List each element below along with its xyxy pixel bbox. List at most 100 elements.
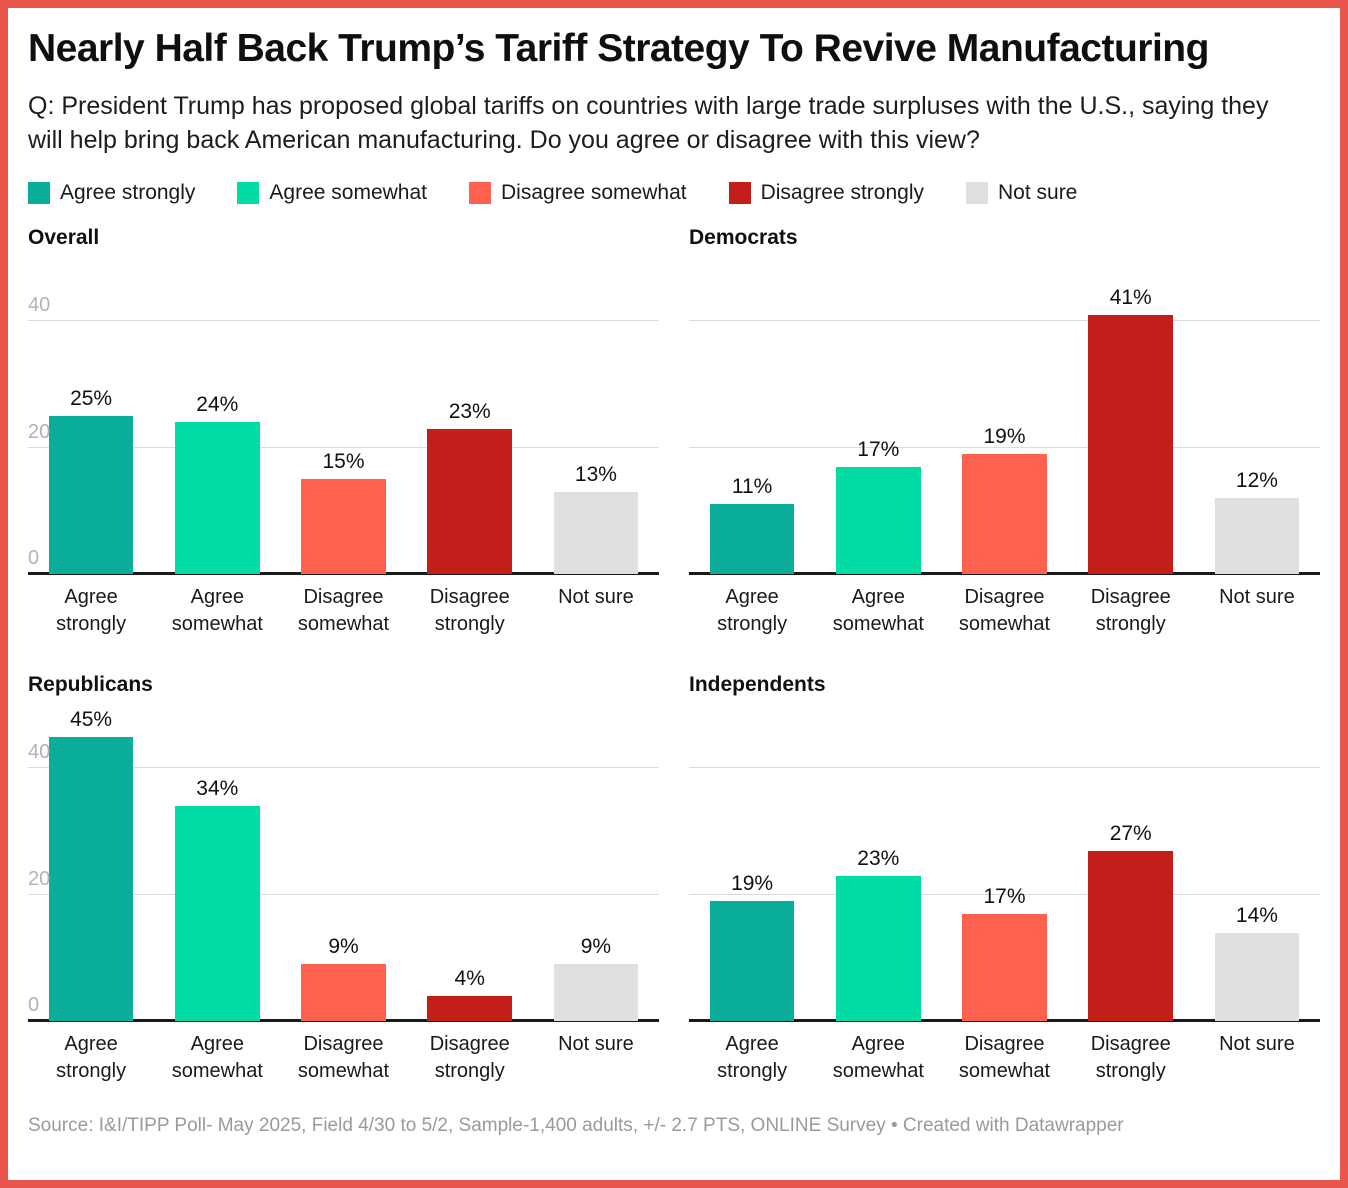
category-label: Disagree strongly xyxy=(1090,585,1171,635)
category-label: Agree somewhat xyxy=(832,1033,924,1083)
value-label: 25% xyxy=(70,386,113,410)
bar-democrats-agree-somewhat xyxy=(836,466,921,574)
legend-item-agree-strongly: Agree strongly xyxy=(28,181,195,205)
bar-slot: 17% xyxy=(941,705,1067,1022)
value-label: 24% xyxy=(196,393,239,417)
bar-slot: 25% xyxy=(28,258,154,574)
y-tick-20: 20 xyxy=(28,420,51,443)
value-label: 34% xyxy=(196,777,239,801)
value-label: 12% xyxy=(1235,469,1278,493)
legend-label: Agree somewhat xyxy=(269,180,427,204)
category-label: Agree strongly xyxy=(56,585,127,635)
gridline-40 xyxy=(28,767,659,769)
category-labels: Agree strongly Agree somewhat Disagree s… xyxy=(689,584,1320,638)
category-label: Not sure xyxy=(1219,1033,1295,1056)
value-label: 17% xyxy=(857,437,900,461)
legend-swatch-agree-strongly xyxy=(28,181,50,204)
bar-republicans-not-sure xyxy=(553,964,639,1022)
gridline-40 xyxy=(28,320,659,322)
value-label: 13% xyxy=(574,462,617,486)
bar-democrats-disagree-somewhat xyxy=(962,453,1047,574)
panel-democrats: Democrats 11% 17% 19% xyxy=(689,225,1320,638)
gridline-20 xyxy=(689,893,1320,895)
gridline-20 xyxy=(28,893,659,895)
plot-area-overall: 40 20 0 25% 24% 15% xyxy=(28,258,659,575)
bar-slot: 19% xyxy=(689,705,815,1022)
bar-republicans-agree-strongly xyxy=(48,736,134,1022)
bar-republicans-disagree-somewhat xyxy=(301,964,386,1022)
bar-overall-agree-somewhat xyxy=(175,422,260,574)
legend-item-not-sure: Not sure xyxy=(966,181,1077,205)
bar-independents-agree-somewhat xyxy=(836,875,921,1022)
bar-independents-disagree-strongly xyxy=(1088,850,1173,1022)
panel-overall: Overall 40 20 0 25% 24% 1 xyxy=(28,225,659,638)
gridline-40 xyxy=(689,767,1320,769)
category-label: Disagree somewhat xyxy=(958,585,1051,635)
gridline-20 xyxy=(28,446,659,448)
category-label: Agree strongly xyxy=(717,1033,788,1083)
value-label: 11% xyxy=(731,475,773,499)
legend-swatch-agree-somewhat xyxy=(237,181,260,204)
bar-slot: 14% xyxy=(1194,705,1320,1022)
bar-slot: 15% xyxy=(280,258,406,574)
bar-slot: 12% xyxy=(1194,258,1320,574)
category-label: Disagree strongly xyxy=(429,585,510,635)
bar-overall-agree-strongly xyxy=(48,415,134,574)
y-tick-0: 0 xyxy=(28,994,40,1017)
panel-title-independents: Independents xyxy=(689,672,826,696)
category-label: Disagree strongly xyxy=(1090,1033,1171,1083)
source-line: Source: I&I/TIPP Poll- May 2025, Field 4… xyxy=(28,1115,1124,1137)
value-label: 9% xyxy=(580,935,612,959)
category-label: Agree somewhat xyxy=(171,585,263,635)
legend-label: Agree strongly xyxy=(60,180,196,204)
category-label: Agree somewhat xyxy=(171,1033,263,1083)
bar-slot: 13% xyxy=(533,258,659,574)
plot-area-republicans: 40 20 0 45% 34% 9% xyxy=(28,705,659,1023)
value-label: 45% xyxy=(70,707,113,731)
panel-republicans: Republicans 40 20 0 45% 34% xyxy=(28,672,659,1085)
legend-label: Not sure xyxy=(998,180,1078,204)
y-tick-40: 40 xyxy=(28,741,51,764)
bar-republicans-agree-somewhat xyxy=(175,806,260,1022)
gridline-40 xyxy=(689,320,1320,322)
legend-item-agree-somewhat: Agree somewhat xyxy=(237,181,427,205)
category-labels: Agree strongly Agree somewhat Disagree s… xyxy=(28,584,659,638)
category-labels: Agree strongly Agree somewhat Disagree s… xyxy=(28,1031,659,1085)
bar-slot: 34% xyxy=(154,705,280,1022)
category-label: Not sure xyxy=(1219,585,1295,608)
legend-swatch-disagree-somewhat xyxy=(469,181,491,204)
plot-area-independents: 19% 23% 17% 27% xyxy=(689,705,1320,1023)
bar-slot: 41% xyxy=(1068,258,1194,574)
bar-slot: 27% xyxy=(1068,705,1194,1022)
value-label: 41% xyxy=(1109,285,1152,309)
chart-subtitle: Q: President Trump has proposed global t… xyxy=(28,91,1269,154)
bars-republicans: 45% 34% 9% 4% xyxy=(28,705,659,1022)
category-label: Disagree somewhat xyxy=(297,1033,390,1083)
bars-democrats: 11% 17% 19% 41% xyxy=(689,258,1320,574)
bar-slot: 11% xyxy=(689,258,815,574)
value-label: 23% xyxy=(448,399,491,423)
bar-overall-not-sure xyxy=(553,491,639,574)
bar-overall-disagree-somewhat xyxy=(301,479,386,574)
value-label: 4% xyxy=(454,966,485,990)
bar-independents-disagree-somewhat xyxy=(962,913,1047,1022)
panels-grid: Overall 40 20 0 25% 24% 1 xyxy=(28,225,1320,1085)
bar-slot: 24% xyxy=(154,258,280,574)
category-label: Not sure xyxy=(558,1033,634,1056)
category-label: Disagree somewhat xyxy=(958,1033,1051,1083)
panel-title-overall: Overall xyxy=(28,225,100,249)
legend-label: Disagree strongly xyxy=(760,180,924,204)
category-label: Disagree somewhat xyxy=(297,585,390,635)
legend: Agree strongly Agree somewhat Disagree s… xyxy=(28,181,1320,205)
gridline-20 xyxy=(689,446,1320,448)
bar-independents-not-sure xyxy=(1214,932,1300,1022)
panel-title-democrats: Democrats xyxy=(689,225,798,249)
panel-title-republicans: Republicans xyxy=(28,672,153,696)
value-label: 19% xyxy=(983,424,1026,448)
value-label: 23% xyxy=(857,846,900,870)
panel-independents: Independents 19% 23% 17% xyxy=(689,672,1320,1085)
bar-independents-agree-strongly xyxy=(709,901,795,1022)
bar-democrats-disagree-strongly xyxy=(1088,314,1173,574)
bars-independents: 19% 23% 17% 27% xyxy=(689,705,1320,1022)
